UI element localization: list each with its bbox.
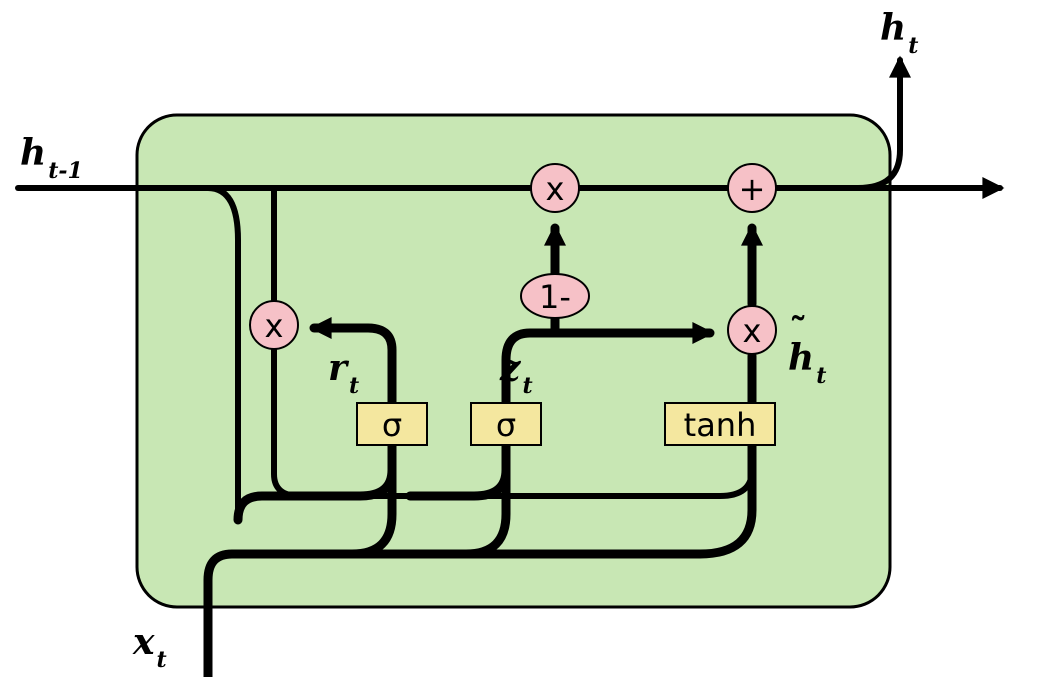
label-h_out: ht	[880, 7, 918, 59]
node-sigma_r: σ	[357, 403, 427, 445]
node-glyph: σ	[496, 406, 516, 444]
node-glyph: 1-	[539, 278, 571, 316]
label-text: ht	[880, 7, 918, 59]
node-glyph: x	[743, 312, 762, 350]
node-glyph: +	[739, 170, 766, 208]
node-add_top: +	[728, 164, 776, 212]
node-mul_right: x	[728, 306, 776, 354]
node-sigma_z: σ	[471, 403, 541, 445]
label-h_in: ht-1	[20, 132, 83, 184]
label-text: ht-1	[20, 132, 83, 184]
node-glyph: σ	[382, 406, 402, 444]
label-x_in: xt	[132, 621, 167, 673]
node-glyph: tanh	[684, 406, 757, 444]
node-oneminus: 1-	[521, 274, 589, 318]
node-mul_top: x	[531, 164, 579, 212]
node-tanh: tanh	[665, 403, 775, 445]
label-text: xt	[132, 621, 167, 673]
tilde-mark: ˜	[789, 311, 807, 353]
node-glyph: x	[546, 170, 565, 208]
node-mul_left: x	[250, 301, 298, 349]
node-glyph: x	[265, 307, 284, 345]
